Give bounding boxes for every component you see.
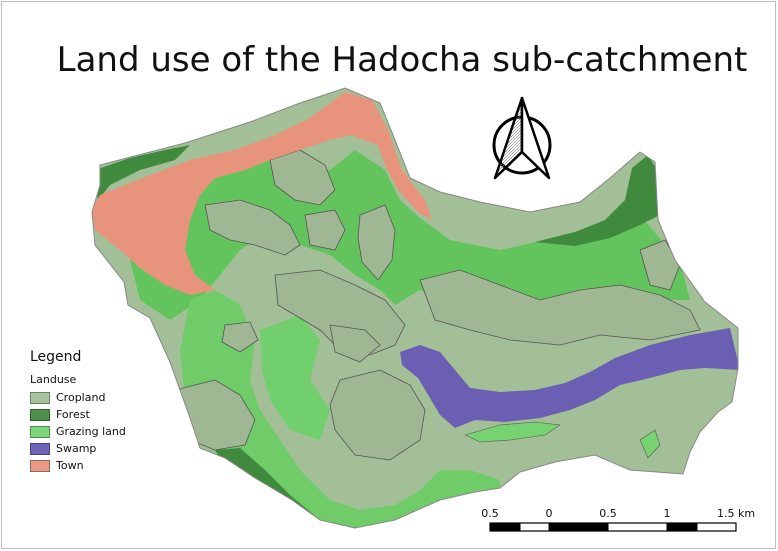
cropland-patch bbox=[274, 269, 406, 356]
grazing-land-area bbox=[130, 150, 690, 320]
cropland-patch bbox=[221, 321, 259, 353]
scale-label: 1 bbox=[663, 507, 671, 520]
cropland-patch bbox=[304, 209, 346, 251]
cropland-patch bbox=[419, 269, 701, 346]
scale-label: 0.5 bbox=[481, 507, 499, 520]
town-area bbox=[92, 92, 432, 295]
legend-swatch bbox=[30, 442, 50, 455]
legend-label: Forest bbox=[56, 408, 90, 421]
scale-label: 0 bbox=[545, 507, 553, 520]
grazing-land-patch bbox=[464, 421, 561, 443]
scale-label: 1.5 km bbox=[716, 507, 756, 520]
legend-swatch bbox=[30, 459, 50, 472]
map-title: Land use of the Hadocha sub-catchment bbox=[56, 40, 748, 80]
grazing-land-patch bbox=[639, 429, 661, 459]
cropland-patch bbox=[329, 324, 381, 363]
legend-item-swamp: Swamp bbox=[30, 440, 126, 457]
legend-swatch bbox=[30, 425, 50, 438]
legend-item-town: Town bbox=[30, 457, 126, 474]
cropland-patch bbox=[357, 204, 396, 281]
swamp-area bbox=[400, 328, 738, 428]
legend: Legend Landuse Cropland Forest Grazing l… bbox=[30, 349, 126, 474]
scale-label: 0.5 bbox=[599, 507, 617, 520]
legend-item-forest: Forest bbox=[30, 406, 126, 423]
legend-title: Legend bbox=[30, 349, 82, 365]
scale-bar bbox=[489, 522, 737, 532]
legend-label: Town bbox=[56, 459, 84, 472]
legend-swatch bbox=[30, 408, 50, 421]
cropland-patch bbox=[329, 369, 426, 461]
cropland-patch bbox=[269, 149, 336, 206]
legend-label: Swamp bbox=[56, 442, 97, 455]
grazing-land-area-mid bbox=[260, 315, 330, 440]
cropland-patch bbox=[204, 199, 301, 256]
catchment-boundary bbox=[91, 87, 739, 529]
legend-swatch bbox=[30, 391, 50, 404]
north-arrow-icon bbox=[492, 96, 552, 180]
cropland-patch bbox=[639, 239, 681, 291]
legend-label: Grazing land bbox=[56, 425, 126, 438]
legend-item-grazing-land: Grazing land bbox=[30, 423, 126, 440]
forest-area bbox=[535, 155, 660, 246]
legend-label: Cropland bbox=[56, 391, 106, 404]
legend-item-cropland: Cropland bbox=[30, 389, 126, 406]
legend-subtitle: Landuse bbox=[30, 373, 77, 386]
forest-area bbox=[95, 145, 190, 200]
